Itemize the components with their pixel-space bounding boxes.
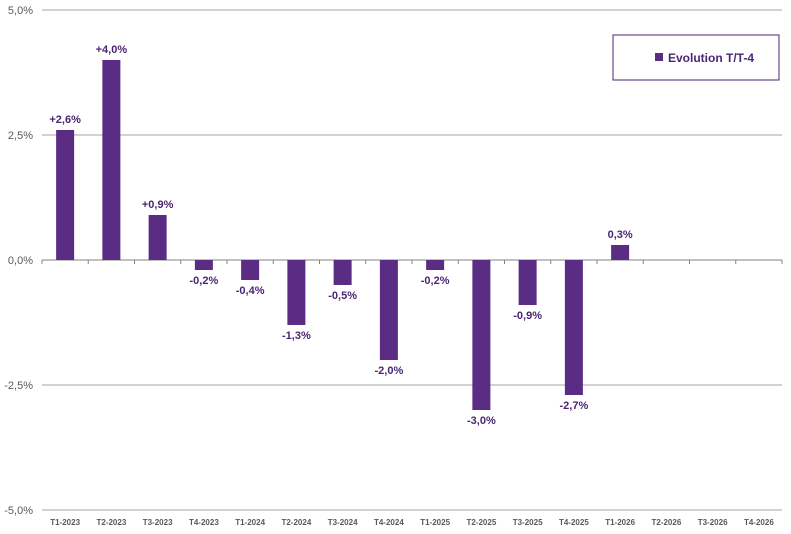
bar-T4-2023 bbox=[194, 260, 213, 270]
bar-T4-2024 bbox=[379, 260, 398, 360]
x-axis-ticks: T1-2023 T2-2023 T3-2023 T4-2023 T1-2024 T2-20… bbox=[50, 518, 774, 527]
data-label-T2-2025: -3,0% bbox=[467, 415, 496, 427]
bar-T3-2024 bbox=[333, 260, 352, 285]
x-tick-label: T1-2026 bbox=[605, 518, 635, 527]
bar-T2-2025 bbox=[472, 260, 491, 410]
data-label-T1-2026: 0,3% bbox=[608, 229, 633, 241]
bar-T1-2023 bbox=[56, 130, 75, 260]
bar-T2-2023 bbox=[102, 60, 121, 260]
data-label-T2-2024: -1,3% bbox=[282, 330, 311, 342]
data-label-T2-2023: +4,0% bbox=[96, 44, 128, 56]
y-axis-ticks: 5,0% 2,5% 0,0% -2,5% -5,0% bbox=[4, 5, 33, 517]
bar-T3-2023 bbox=[148, 215, 167, 260]
bars bbox=[56, 60, 630, 410]
bar-T1-2026 bbox=[611, 245, 630, 260]
x-tick-label: T4-2023 bbox=[189, 518, 219, 527]
x-tick-label: T4-2026 bbox=[744, 518, 774, 527]
x-tick-label: T2-2023 bbox=[96, 518, 126, 527]
data-label-T4-2024: -2,0% bbox=[375, 365, 404, 377]
data-label-T1-2025: -0,2% bbox=[421, 275, 450, 287]
data-label-T1-2023: +2,6% bbox=[49, 114, 81, 126]
x-tick-label: T2-2024 bbox=[281, 518, 311, 527]
x-tick-label: T3-2026 bbox=[698, 518, 728, 527]
data-label-T4-2025: -2,7% bbox=[560, 400, 589, 412]
data-label-T3-2024: -0,5% bbox=[328, 290, 357, 302]
data-label-T1-2024: -0,4% bbox=[236, 285, 265, 297]
legend-swatch bbox=[655, 53, 663, 61]
y-tick-label: 2,5% bbox=[8, 130, 33, 142]
y-tick-label: 0,0% bbox=[8, 255, 33, 267]
data-labels: +2,6% +4,0% +0,9% -0,2% -0,4% -1,3% -0,5% -2,0%… bbox=[49, 44, 633, 427]
x-tick-label: T2-2025 bbox=[466, 518, 496, 527]
x-tick-label: T1-2025 bbox=[420, 518, 450, 527]
data-label-T4-2023: -0,2% bbox=[190, 275, 219, 287]
legend-box bbox=[612, 34, 780, 81]
bar-T1-2025 bbox=[426, 260, 445, 270]
y-tick-label: -5,0% bbox=[4, 505, 33, 517]
data-label-T3-2023: +0,9% bbox=[142, 199, 174, 211]
x-tick-label: T4-2024 bbox=[374, 518, 404, 527]
y-tick-label: -2,5% bbox=[4, 380, 33, 392]
bar-T4-2025 bbox=[564, 260, 583, 395]
bar-T3-2025 bbox=[518, 260, 537, 305]
x-tick-label: T1-2023 bbox=[50, 518, 80, 527]
data-label-T3-2025: -0,9% bbox=[513, 310, 542, 322]
y-tick-label: 5,0% bbox=[8, 5, 33, 17]
x-tick-label: T1-2024 bbox=[235, 518, 265, 527]
bar-T1-2024 bbox=[241, 260, 260, 280]
legend: Evolution T/T-4 bbox=[612, 34, 780, 81]
x-tick-label: T3-2025 bbox=[513, 518, 543, 527]
legend-label: Evolution T/T-4 bbox=[668, 51, 754, 65]
x-tick-label: T3-2023 bbox=[143, 518, 173, 527]
x-tick-label: T3-2024 bbox=[328, 518, 358, 527]
x-tick-label: T2-2026 bbox=[651, 518, 681, 527]
bar-T2-2024 bbox=[287, 260, 306, 325]
x-tick-label: T4-2025 bbox=[559, 518, 589, 527]
